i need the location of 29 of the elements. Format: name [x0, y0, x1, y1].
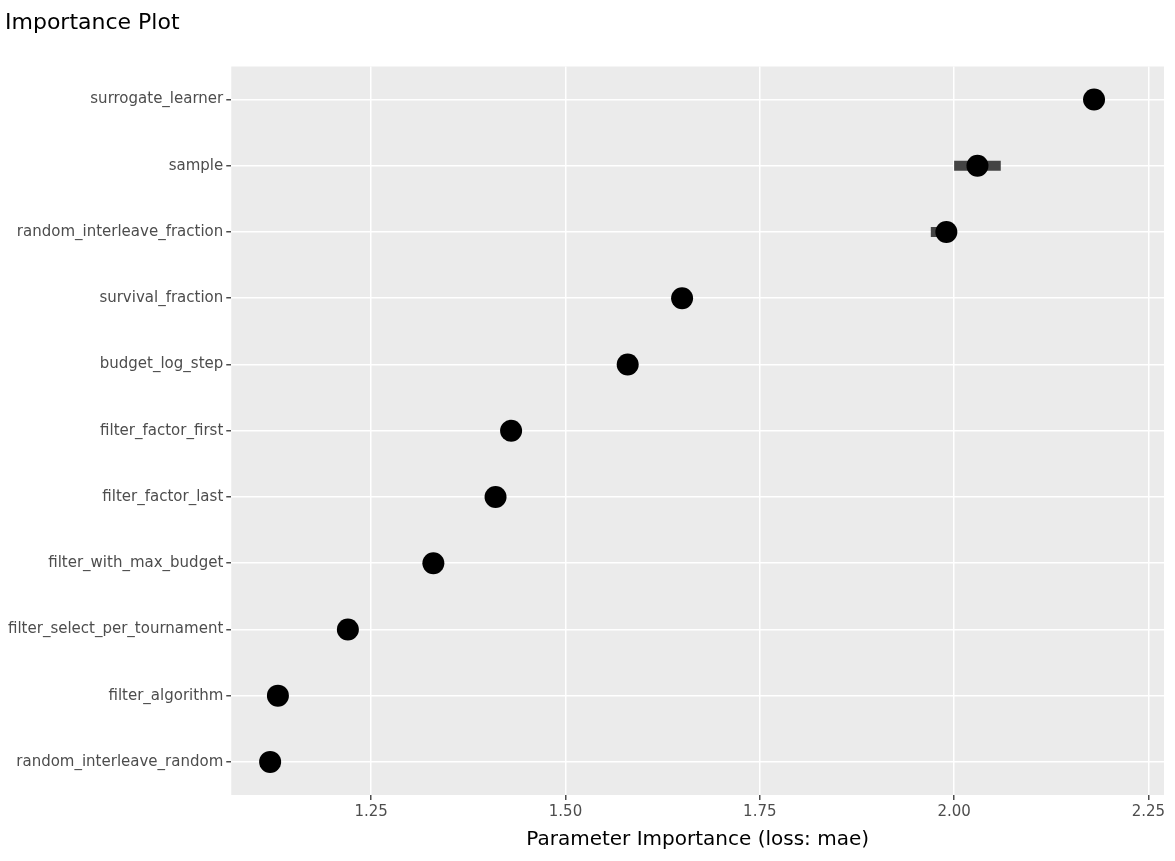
y-tick-label: budget_log_step	[99, 354, 224, 374]
point	[671, 287, 694, 310]
point	[266, 684, 289, 707]
point	[1083, 88, 1106, 111]
point	[500, 419, 523, 442]
y-tick-label: filter_algorithm	[108, 685, 224, 705]
x-tick-label: 2.25	[1131, 801, 1166, 820]
y-tick-label: random_interleave_fraction	[16, 221, 224, 241]
y-tick-label: filter_with_max_budget	[48, 553, 224, 573]
y-tick-label: surrogate_learner	[90, 89, 225, 109]
point	[336, 618, 359, 641]
point	[259, 750, 282, 773]
y-tick-label: filter_select_per_tournament	[7, 619, 224, 639]
x-tick-label: 1.75	[743, 801, 777, 820]
point	[966, 154, 989, 177]
y-tick-label: survival_fraction	[99, 288, 224, 308]
x-tick-label: 2.00	[937, 801, 971, 820]
x-axis-title: Parameter Importance (loss: mae)	[526, 826, 870, 851]
x-tick-label: 1.25	[354, 801, 388, 820]
x-tick-label: 1.50	[548, 801, 583, 820]
y-tick-label: random_interleave_random	[16, 751, 224, 771]
chart-title: Importance Plot	[5, 8, 180, 34]
point	[484, 485, 507, 508]
point	[616, 353, 639, 376]
y-tick-label: filter_factor_first	[100, 420, 224, 440]
point	[935, 220, 958, 243]
y-tick-label: sample	[168, 155, 224, 174]
point	[422, 552, 445, 575]
y-tick-label: filter_factor_last	[102, 486, 224, 506]
